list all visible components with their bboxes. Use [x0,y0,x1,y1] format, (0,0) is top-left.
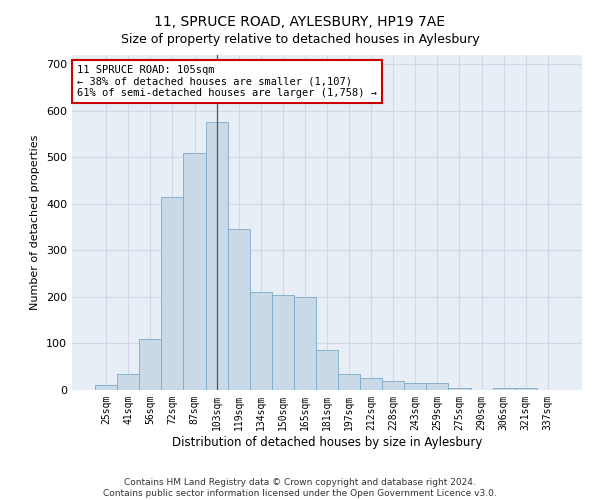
Bar [184,152,206,390]
Bar [404,383,427,390]
X-axis label: Distribution of detached houses by size in Aylesbury: Distribution of detached houses by size … [172,436,482,448]
Bar [427,383,448,390]
Bar [338,374,360,390]
Text: 11, SPRUCE ROAD, AYLESBURY, HP19 7AE: 11, SPRUCE ROAD, AYLESBURY, HP19 7AE [155,15,445,29]
Bar [382,380,404,390]
Bar [95,386,117,390]
Bar [227,230,250,390]
Y-axis label: Number of detached properties: Number of detached properties [31,135,40,310]
Bar [360,378,382,390]
Text: Contains HM Land Registry data © Crown copyright and database right 2024.
Contai: Contains HM Land Registry data © Crown c… [103,478,497,498]
Bar [250,292,272,390]
Bar [139,339,161,390]
Bar [294,297,316,390]
Text: 11 SPRUCE ROAD: 105sqm
← 38% of detached houses are smaller (1,107)
61% of semi-: 11 SPRUCE ROAD: 105sqm ← 38% of detached… [77,65,377,98]
Bar [272,294,294,390]
Bar [316,350,338,390]
Bar [493,388,515,390]
Bar [206,122,227,390]
Bar [515,388,537,390]
Bar [448,388,470,390]
Bar [117,374,139,390]
Text: Size of property relative to detached houses in Aylesbury: Size of property relative to detached ho… [121,32,479,46]
Bar [161,197,184,390]
